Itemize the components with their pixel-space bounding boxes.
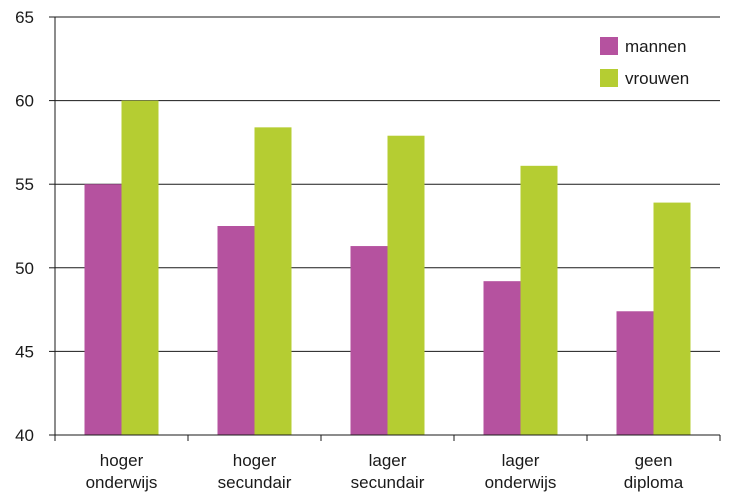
x-category-label: onderwijs bbox=[485, 473, 557, 492]
y-tick-label: 50 bbox=[15, 259, 34, 278]
bar-vrouwen-3 bbox=[520, 165, 558, 436]
legend-swatch-vrouwen bbox=[600, 69, 618, 87]
legend-label-vrouwen: vrouwen bbox=[625, 69, 689, 88]
y-tick-label: 65 bbox=[15, 8, 34, 27]
bars bbox=[84, 100, 691, 436]
x-category-label: hoger bbox=[233, 451, 277, 470]
bar-vrouwen-1 bbox=[254, 127, 292, 436]
x-category-label: diploma bbox=[624, 473, 684, 492]
x-category-label: geen bbox=[635, 451, 673, 470]
x-axis: hoger onderwijs hoger secundair lager secunda… bbox=[54, 434, 721, 492]
x-category-label: onderwijs bbox=[86, 473, 158, 492]
bar-vrouwen-4 bbox=[653, 202, 691, 435]
bar-mannen-2 bbox=[350, 246, 388, 435]
legend: mannen vrouwen bbox=[600, 37, 689, 88]
legend-label-mannen: mannen bbox=[625, 37, 686, 56]
bar-vrouwen-0 bbox=[121, 100, 159, 435]
bar-vrouwen-2 bbox=[387, 135, 425, 435]
y-axis-ticks: 40 45 50 55 60 65 bbox=[15, 8, 56, 445]
bar-mannen-0 bbox=[84, 184, 122, 435]
bar-mannen-4 bbox=[616, 311, 654, 435]
x-category-label: secundair bbox=[351, 473, 425, 492]
x-category-label: hoger bbox=[100, 451, 144, 470]
x-category-label: secundair bbox=[218, 473, 292, 492]
y-tick-label: 40 bbox=[15, 426, 34, 445]
bar-mannen-1 bbox=[217, 226, 255, 435]
legend-swatch-mannen bbox=[600, 37, 618, 55]
x-category-label: lager bbox=[369, 451, 407, 470]
y-tick-label: 55 bbox=[15, 175, 34, 194]
y-tick-label: 45 bbox=[15, 342, 34, 361]
y-tick-label: 60 bbox=[15, 92, 34, 111]
bar-mannen-3 bbox=[483, 281, 521, 435]
x-category-label: lager bbox=[502, 451, 540, 470]
